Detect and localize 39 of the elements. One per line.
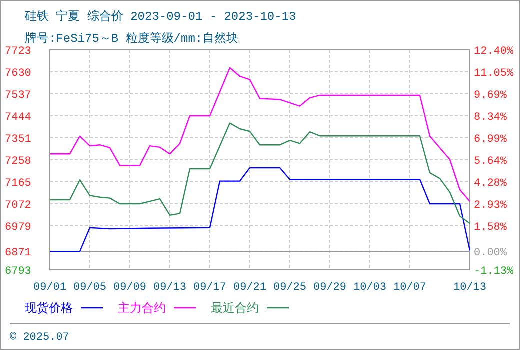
x-tick-label: 09/25 xyxy=(273,282,307,294)
y2-tick-label: 6.99% xyxy=(474,134,508,146)
y-tick-label: 6871 xyxy=(5,248,32,260)
x-tick-label: 09/21 xyxy=(233,282,267,294)
x-tick-label: 10/03 xyxy=(353,282,387,294)
x-tick-label: 09/05 xyxy=(73,282,107,294)
chart-title: 硅铁 宁夏 综合价 2023-09-01 - 2023-10-13 xyxy=(24,9,296,24)
x-tick-label: 09/13 xyxy=(153,282,187,294)
legend-label: 最近合约 xyxy=(211,302,259,316)
x-tick-label: 10/07 xyxy=(393,282,427,294)
y2-tick-label: 4.28% xyxy=(474,178,508,190)
y-tick-label: 6979 xyxy=(5,222,32,234)
y2-tick-label: 8.34% xyxy=(474,112,508,124)
y2-tick-label: -1.13% xyxy=(474,266,514,278)
y-tick-label: 7072 xyxy=(5,200,32,212)
text: © 2025.07 xyxy=(10,332,70,344)
y2-tick-label: 0.00% xyxy=(474,248,508,260)
y-tick-label: 7723 xyxy=(5,46,32,58)
y-tick-label: 7630 xyxy=(5,68,32,80)
y-tick-label: 7351 xyxy=(5,134,32,146)
y2-tick-label: 11.05% xyxy=(474,68,514,80)
chart-subtitle: 牌号:FeSi75～B 粒度等级/mm:自然块 xyxy=(25,31,239,46)
y-tick-label: 7258 xyxy=(5,156,32,168)
y2-tick-label: 2.93% xyxy=(474,200,508,212)
y-tick-label: 7165 xyxy=(5,178,32,190)
x-tick-label: 09/29 xyxy=(313,282,347,294)
y2-tick-label: 1.58% xyxy=(474,222,508,234)
legend-label: 现货价格 xyxy=(25,302,73,316)
y-tick-label: 7444 xyxy=(5,112,32,124)
x-tick-label: 09/01 xyxy=(33,282,67,294)
y2-tick-label: 5.64% xyxy=(474,156,508,168)
x-tick-label: 09/17 xyxy=(193,282,227,294)
y-tick-label: 6793 xyxy=(5,266,32,278)
legend-label: 主力合约 xyxy=(118,301,166,316)
y2-tick-label: 12.40% xyxy=(474,46,514,58)
y2-tick-label: 9.69% xyxy=(474,90,508,102)
y-tick-label: 7537 xyxy=(5,90,32,102)
x-tick-label: 09/09 xyxy=(113,282,147,294)
x-tick-label: 10/13 xyxy=(453,282,487,294)
